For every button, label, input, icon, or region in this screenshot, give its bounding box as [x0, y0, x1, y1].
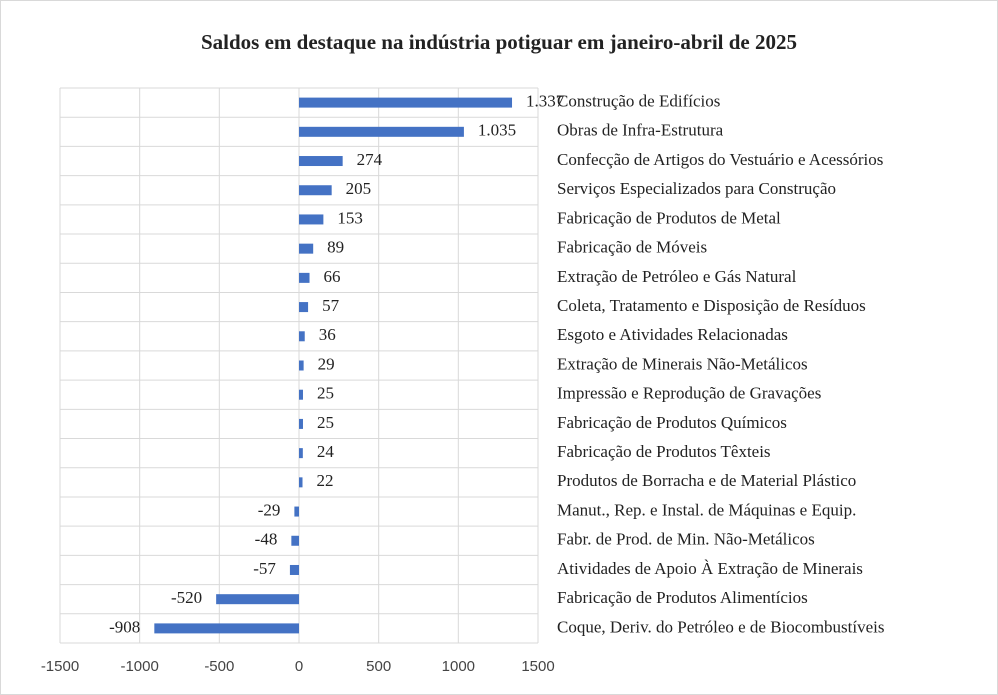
bar [299, 331, 305, 342]
value-label: 29 [318, 354, 335, 373]
x-tick-label: -500 [204, 658, 234, 675]
category-label: Fabr. de Prod. de Min. Não-Metálicos [557, 530, 815, 549]
value-label: 274 [357, 150, 383, 169]
bar [299, 477, 303, 488]
category-label: Manut., Rep. e Instal. de Máquinas e Equ… [557, 500, 856, 519]
value-label: 24 [317, 442, 335, 461]
category-label: Fabricação de Produtos Químicos [557, 413, 787, 432]
value-label: 153 [337, 208, 363, 227]
value-label: -908 [109, 617, 140, 636]
bar [299, 243, 314, 254]
category-label: Fabricação de Produtos Têxteis [557, 442, 771, 461]
chart-title: Saldos em destaque na indústria potiguar… [201, 30, 797, 54]
bar [216, 594, 299, 605]
x-tick-label: 500 [366, 658, 391, 675]
bar [299, 126, 464, 137]
value-label: 22 [317, 471, 334, 490]
bar [154, 623, 299, 634]
value-label: 1.035 [478, 121, 516, 140]
category-label: Fabricação de Móveis [557, 238, 707, 257]
bar [299, 389, 303, 400]
category-label: Coleta, Tratamento e Disposição de Resíd… [557, 296, 866, 315]
value-label: 205 [346, 179, 372, 198]
category-label: Confecção de Artigos do Vestuário e Aces… [557, 150, 883, 169]
value-label: 57 [322, 296, 340, 315]
category-label: Construção de Edifícios [557, 92, 720, 111]
category-label: Fabricação de Produtos Alimentícios [557, 588, 808, 607]
value-label: 89 [327, 238, 344, 257]
bar [299, 302, 309, 313]
value-label: 36 [319, 325, 336, 344]
bar [299, 185, 332, 196]
bar [299, 360, 304, 371]
category-label: Fabricação de Produtos de Metal [557, 208, 781, 227]
category-label: Extração de Minerais Não-Metálicos [557, 354, 808, 373]
category-label: Extração de Petróleo e Gás Natural [557, 267, 797, 286]
bar [299, 156, 343, 167]
category-label: Coque, Deriv. do Petróleo e de Biocombus… [557, 617, 885, 636]
bar [299, 272, 310, 283]
x-tick-label: -1000 [120, 658, 158, 675]
category-label: Impressão e Reprodução de Gravações [557, 384, 821, 403]
value-label: 25 [317, 384, 334, 403]
category-label: Atividades de Apoio À Extração de Minera… [557, 559, 863, 578]
bar [294, 506, 299, 517]
x-tick-label: 1000 [442, 658, 475, 675]
bar [299, 418, 303, 429]
category-label: Obras de Infra-Estrutura [557, 121, 724, 140]
value-label: -29 [258, 500, 281, 519]
category-label: Produtos de Borracha e de Material Plást… [557, 471, 856, 490]
category-label: Serviços Especializados para Construção [557, 179, 836, 198]
x-tick-label: 1500 [521, 658, 554, 675]
category-label: Esgoto e Atividades Relacionadas [557, 325, 788, 344]
value-label: -520 [171, 588, 202, 607]
bar [299, 448, 303, 459]
value-label: 25 [317, 413, 334, 432]
bar [291, 535, 299, 546]
bar [289, 564, 299, 575]
value-label: -57 [253, 559, 276, 578]
value-label: -48 [255, 530, 278, 549]
x-tick-label: -1500 [41, 658, 79, 675]
value-label: 1.337 [526, 92, 565, 111]
bar [299, 214, 324, 225]
bar [299, 97, 513, 108]
value-label: 66 [324, 267, 341, 286]
x-tick-label: 0 [295, 658, 303, 675]
